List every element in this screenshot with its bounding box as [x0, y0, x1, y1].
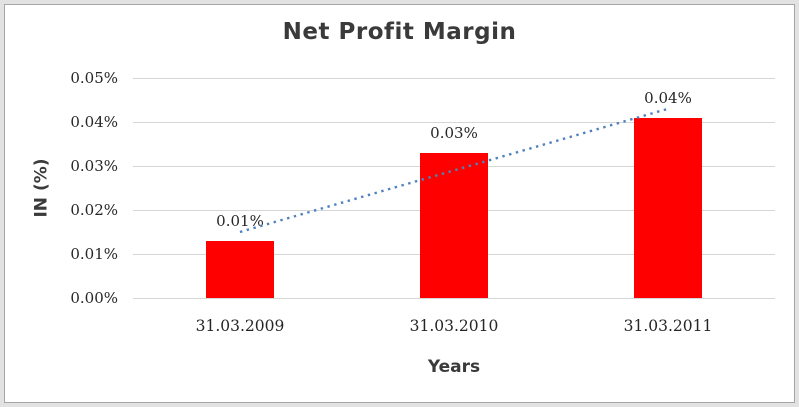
bar — [634, 117, 702, 298]
chart-title: Net Profit Margin — [282, 19, 517, 45]
gridline — [133, 297, 775, 299]
bar-data-label: 0.04% — [644, 88, 692, 107]
y-tick-label: 0.00% — [70, 288, 118, 307]
y-tick-label: 0.02% — [70, 200, 118, 219]
x-category-label: 31.03.2011 — [623, 317, 713, 335]
x-category-label: 31.03.2010 — [409, 317, 499, 335]
y-tick-label: 0.04% — [70, 112, 118, 131]
x-category-label: 31.03.2009 — [195, 317, 285, 335]
x-axis-title: Years — [427, 357, 481, 377]
y-tick-label: 0.05% — [70, 68, 118, 87]
gridline — [133, 77, 775, 79]
bar-data-label: 0.03% — [430, 123, 478, 142]
y-tick-label: 0.03% — [70, 156, 118, 175]
y-tick-label: 0.01% — [70, 244, 118, 263]
bar — [420, 152, 488, 298]
bar-data-label: 0.01% — [216, 211, 264, 230]
bar — [206, 240, 274, 298]
